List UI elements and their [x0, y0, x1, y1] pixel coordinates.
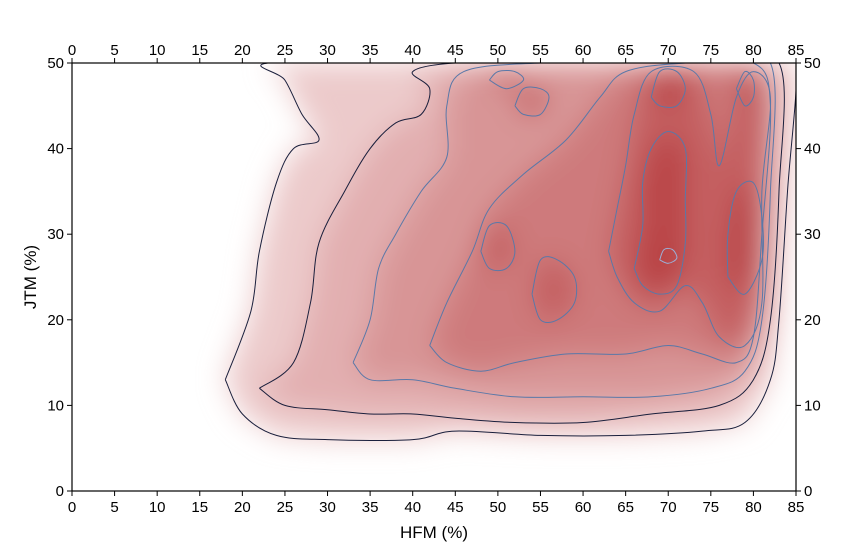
- x-tick-label-bottom: 65: [617, 499, 634, 516]
- plot-frame: [71, 62, 797, 492]
- y-tick-label-left: 10: [47, 397, 64, 414]
- x-tick-label-bottom: 85: [788, 499, 805, 516]
- y-tick-label-left: 30: [47, 226, 64, 243]
- y-tick-label-left: 0: [56, 483, 64, 500]
- x-tick-label-top: 65: [617, 42, 634, 59]
- x-tick-label-top: 70: [660, 42, 677, 59]
- density-band-11: [651, 71, 686, 106]
- x-tick-label-bottom: 75: [702, 499, 719, 516]
- density-band-10: [727, 182, 762, 295]
- x-tick-label-top: 55: [532, 42, 549, 59]
- x-tick-label-bottom: 15: [191, 499, 208, 516]
- x-tick-label-top: 15: [191, 42, 208, 59]
- x-tick-label-top: 30: [319, 42, 336, 59]
- contour-line-10: [531, 256, 578, 323]
- x-tick-label-top: 80: [745, 42, 762, 59]
- x-tick-label-top: 40: [404, 42, 421, 59]
- x-tick-label-top: 60: [575, 42, 592, 59]
- contour-line-6: [726, 180, 765, 295]
- contour-line-4: [608, 65, 772, 349]
- contour-line-3: [429, 63, 772, 372]
- x-tick-label-bottom: 0: [68, 499, 76, 516]
- x-tick-label-bottom: 80: [745, 499, 762, 516]
- contour-line-7: [650, 68, 686, 108]
- contour-line-11: [514, 86, 550, 117]
- x-tick-label-bottom: 50: [490, 499, 507, 516]
- x-axis-title: HFM (%): [400, 523, 468, 542]
- x-tick-label-top: 25: [277, 42, 294, 59]
- contour-line-2: [352, 63, 776, 398]
- x-tick-label-top: 0: [68, 42, 76, 59]
- x-tick-label-top: 5: [110, 42, 118, 59]
- density-band-13: [659, 249, 677, 264]
- tick-layer: 0055101015152020252530303535404045455050…: [47, 42, 820, 516]
- density-band-7: [514, 88, 549, 115]
- contour-line-1: [259, 63, 785, 424]
- y-tick-label-left: 50: [47, 55, 64, 72]
- x-tick-label-bottom: 10: [149, 499, 166, 516]
- x-tick-label-top: 85: [788, 42, 805, 59]
- x-tick-label-top: 35: [362, 42, 379, 59]
- x-tick-label-bottom: 20: [234, 499, 251, 516]
- x-tick-label-bottom: 35: [362, 499, 379, 516]
- x-tick-label-bottom: 25: [277, 499, 294, 516]
- x-tick-label-bottom: 5: [110, 499, 118, 516]
- density-layer: [225, 63, 796, 440]
- x-tick-label-top: 45: [447, 42, 464, 59]
- contour-line-8: [735, 70, 755, 107]
- x-tick-label-bottom: 55: [532, 499, 549, 516]
- x-tick-label-bottom: 40: [404, 499, 421, 516]
- contour-line-0: [224, 63, 796, 441]
- y-tick-label-left: 40: [47, 141, 64, 158]
- contour-layer: [224, 63, 796, 441]
- contour-line-12: [489, 69, 525, 90]
- density-band-6: [532, 259, 575, 320]
- x-tick-label-top: 10: [149, 42, 166, 59]
- y-tick-label-left: 20: [47, 312, 64, 329]
- y-tick-label-right: 10: [804, 397, 821, 414]
- y-tick-label-right: 50: [804, 55, 821, 72]
- contour-line-13: [659, 247, 678, 264]
- x-tick-label-top: 50: [490, 42, 507, 59]
- density-band-5: [480, 225, 515, 269]
- y-tick-label-right: 20: [804, 312, 821, 329]
- y-tick-label-right: 40: [804, 141, 821, 158]
- contour-line-9: [480, 221, 516, 272]
- x-tick-label-top: 75: [702, 42, 719, 59]
- contour-line-5: [633, 131, 688, 295]
- density-band-8: [489, 71, 524, 89]
- x-tick-label-bottom: 30: [319, 499, 336, 516]
- density-band-12: [736, 71, 754, 106]
- y-tick-label-right: 0: [804, 483, 812, 500]
- y-tick-label-right: 30: [804, 226, 821, 243]
- x-tick-label-bottom: 45: [447, 499, 464, 516]
- y-axis-title: JTM (%): [21, 245, 40, 309]
- x-tick-label-bottom: 70: [660, 499, 677, 516]
- x-tick-label-bottom: 60: [575, 499, 592, 516]
- x-tick-label-top: 20: [234, 42, 251, 59]
